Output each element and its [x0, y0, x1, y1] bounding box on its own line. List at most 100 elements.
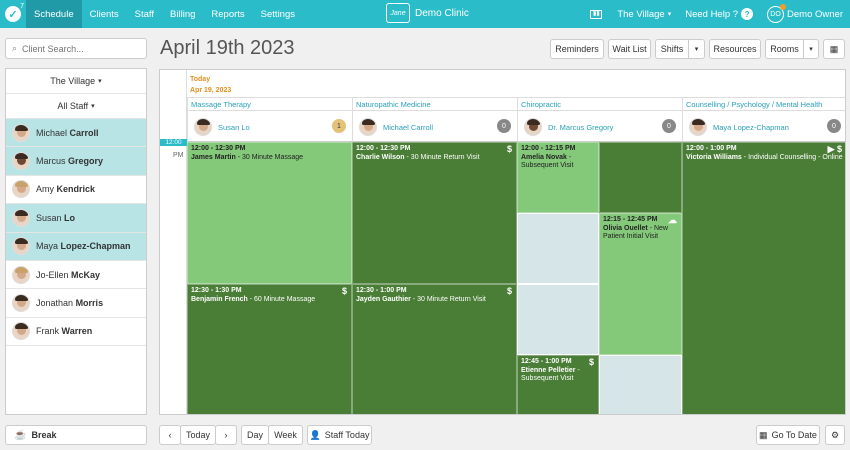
- appointment-card[interactable]: 12:00 - 12:30 PM James Martin - 30 Minut…: [187, 142, 352, 284]
- help-link[interactable]: Need Help ? ?: [678, 8, 760, 20]
- calendar-icon: ▦: [759, 429, 768, 440]
- pm-label: PM: [173, 152, 184, 159]
- calendar-grid: 12:00 PM Today Apr 19, 2023 Massage Ther…: [159, 69, 846, 415]
- staff-row-susan-lo[interactable]: Susan Lo: [6, 204, 146, 233]
- brand[interactable]: Jane Demo Clinic: [386, 3, 469, 23]
- appointment-card[interactable]: 12:30 - 1:30 PM Benjamin French - 60 Min…: [187, 284, 352, 414]
- caret-down-icon: ▾: [91, 103, 95, 110]
- avatar: [12, 208, 30, 227]
- appointment-time: 12:00 - 1:00 PM: [686, 145, 737, 152]
- staff-row-jo-ellen-mckay[interactable]: Jo-Ellen McKay: [6, 261, 146, 290]
- discipline-naturopathic: Naturopathic Medicine: [352, 98, 517, 112]
- appointment-detail: Victoria Williams - Individual Counselli…: [686, 153, 843, 161]
- appointment-time: 12:30 - 1:00 PM: [356, 287, 407, 294]
- staff-row-maya-lopez-chapman[interactable]: Maya Lopez-Chapman: [6, 232, 146, 261]
- waitlist-button[interactable]: Wait List: [608, 39, 651, 59]
- staff-today-label: Staff Today: [324, 430, 370, 440]
- provider-name: Maya Lopez-Chapman: [713, 122, 789, 132]
- next-day-button[interactable]: ›: [215, 425, 237, 445]
- provider-michael-carroll[interactable]: Michael Carroll 0: [352, 112, 517, 142]
- staff-today-button[interactable]: 👤 Staff Today: [307, 425, 372, 445]
- nav-billing[interactable]: Billing: [170, 8, 196, 20]
- staff-name: Susan Lo: [36, 212, 76, 223]
- avatar: [689, 118, 707, 136]
- reminders-button[interactable]: Reminders: [550, 39, 604, 59]
- nav-staff[interactable]: Staff: [134, 8, 155, 20]
- avatar: [12, 180, 30, 199]
- user-menu[interactable]: DO Demo Owner: [760, 3, 850, 23]
- provider-name: Susan Lo: [218, 122, 250, 132]
- avatar: [12, 294, 30, 313]
- search-icon: ⌕: [12, 43, 18, 53]
- appointment-count-badge: 1: [332, 119, 346, 133]
- staff-row-marcus-gregory[interactable]: Marcus Gregory: [6, 147, 146, 176]
- paid-dollar-icon: $: [341, 286, 347, 296]
- rooms-dropdown-button[interactable]: ▾: [803, 39, 819, 59]
- appointment-grid: 12:00 - 12:30 PM James Martin - 30 Minut…: [187, 142, 845, 414]
- settings-button[interactable]: ⚙: [825, 425, 845, 445]
- notifications-logo-icon[interactable]: ✓ 7: [0, 0, 26, 28]
- video-dollar-icon: ▶ $: [827, 144, 842, 154]
- goto-date-button[interactable]: ▦ Go To Date: [756, 425, 820, 445]
- location-dropdown[interactable]: ▮▮ The Village ▾: [583, 9, 678, 20]
- caret-down-icon: ▾: [694, 46, 699, 53]
- avatar: [12, 123, 30, 142]
- rooms-button[interactable]: Rooms: [765, 39, 804, 59]
- time-column: 12:00 PM: [160, 70, 187, 414]
- open-slot[interactable]: [517, 284, 599, 355]
- provider-name: Dr. Marcus Gregory: [548, 122, 614, 132]
- client-search-input[interactable]: [22, 43, 133, 54]
- staff-row-frank-warren[interactable]: Frank Warren: [6, 318, 146, 347]
- staff-panel: The Village ▾ All Staff ▾ Michael Carrol…: [5, 68, 147, 415]
- week-view-button[interactable]: Week: [268, 425, 303, 445]
- blocked-time[interactable]: [599, 142, 682, 213]
- resources-button[interactable]: Resources: [709, 39, 761, 59]
- provider-name: Michael Carroll: [383, 122, 434, 132]
- open-slot[interactable]: [599, 355, 682, 414]
- appointment-count-badge: 0: [497, 119, 511, 133]
- appointment-card[interactable]: 12:45 - 1:00 PM Etienne Pelletier - Subs…: [517, 355, 599, 414]
- nav-clients[interactable]: Clients: [89, 8, 119, 20]
- staff-filter-label: All Staff: [57, 101, 89, 111]
- help-label: Need Help ?: [685, 8, 739, 20]
- avatar: [12, 322, 30, 341]
- nav-reports[interactable]: Reports: [211, 8, 245, 20]
- discipline-counselling: Counselling / Psychology / Mental Health: [682, 98, 845, 112]
- client-search[interactable]: ⌕: [5, 38, 147, 59]
- appointment-card[interactable]: 12:00 - 1:00 PM Victoria Williams - Indi…: [682, 142, 845, 414]
- shifts-button[interactable]: Shifts: [655, 39, 689, 59]
- avatar: [359, 118, 377, 136]
- prev-day-button[interactable]: ‹: [159, 425, 181, 445]
- location-label: The Village: [617, 8, 665, 20]
- open-slot[interactable]: [517, 213, 599, 284]
- staff-filter[interactable]: All Staff ▾: [6, 94, 146, 119]
- provider-marcus-gregory[interactable]: Dr. Marcus Gregory 0: [517, 112, 682, 142]
- nav-settings[interactable]: Settings: [260, 8, 295, 20]
- appointment-card[interactable]: 12:00 - 12:30 PM Charlie Wilson - 30 Min…: [352, 142, 517, 284]
- bar-chart-icon[interactable]: ▮▮: [590, 9, 603, 19]
- appointment-card[interactable]: 12:30 - 1:00 PM Jayden Gauthier - 30 Min…: [352, 284, 517, 414]
- staff-row-amy-kendrick[interactable]: Amy Kendrick: [6, 176, 146, 205]
- paid-dollar-icon: $: [506, 286, 512, 296]
- break-button[interactable]: ☕ Break: [5, 425, 147, 445]
- page-title: April 19th 2023: [160, 37, 295, 59]
- staff-row-jonathan-morris[interactable]: Jonathan Morris: [6, 289, 146, 318]
- table-view-button[interactable]: ▦: [823, 39, 845, 59]
- appointment-card[interactable]: 12:15 - 12:45 PM Olivia Ouellet - New Pa…: [599, 213, 682, 355]
- provider-maya-lopez-chapman[interactable]: Maya Lopez-Chapman 0: [682, 112, 845, 142]
- shifts-dropdown-button[interactable]: ▾: [688, 39, 705, 59]
- today-button[interactable]: Today: [180, 425, 216, 445]
- notification-badge: 7: [20, 3, 24, 10]
- appointment-count-badge: 0: [827, 119, 841, 133]
- appointment-time: 12:00 - 12:30 PM: [356, 145, 411, 152]
- day-view-button[interactable]: Day: [241, 425, 269, 445]
- nav-schedule[interactable]: Schedule: [26, 0, 82, 28]
- appointment-time: 12:00 - 12:15 PM: [521, 145, 576, 152]
- staff-row-michael-carroll[interactable]: Michael Carroll: [6, 119, 146, 148]
- coffee-cup-icon: ☕: [14, 429, 27, 441]
- provider-susan-lo[interactable]: Susan Lo 1: [187, 112, 352, 142]
- appointment-detail: Olivia Ouellet - New Patient Initial Vis…: [603, 224, 668, 241]
- user-avatar: DO: [767, 3, 787, 23]
- location-filter[interactable]: The Village ▾: [6, 69, 146, 94]
- appointment-card[interactable]: 12:00 - 12:15 PM Amelia Novak - Subseque…: [517, 142, 599, 213]
